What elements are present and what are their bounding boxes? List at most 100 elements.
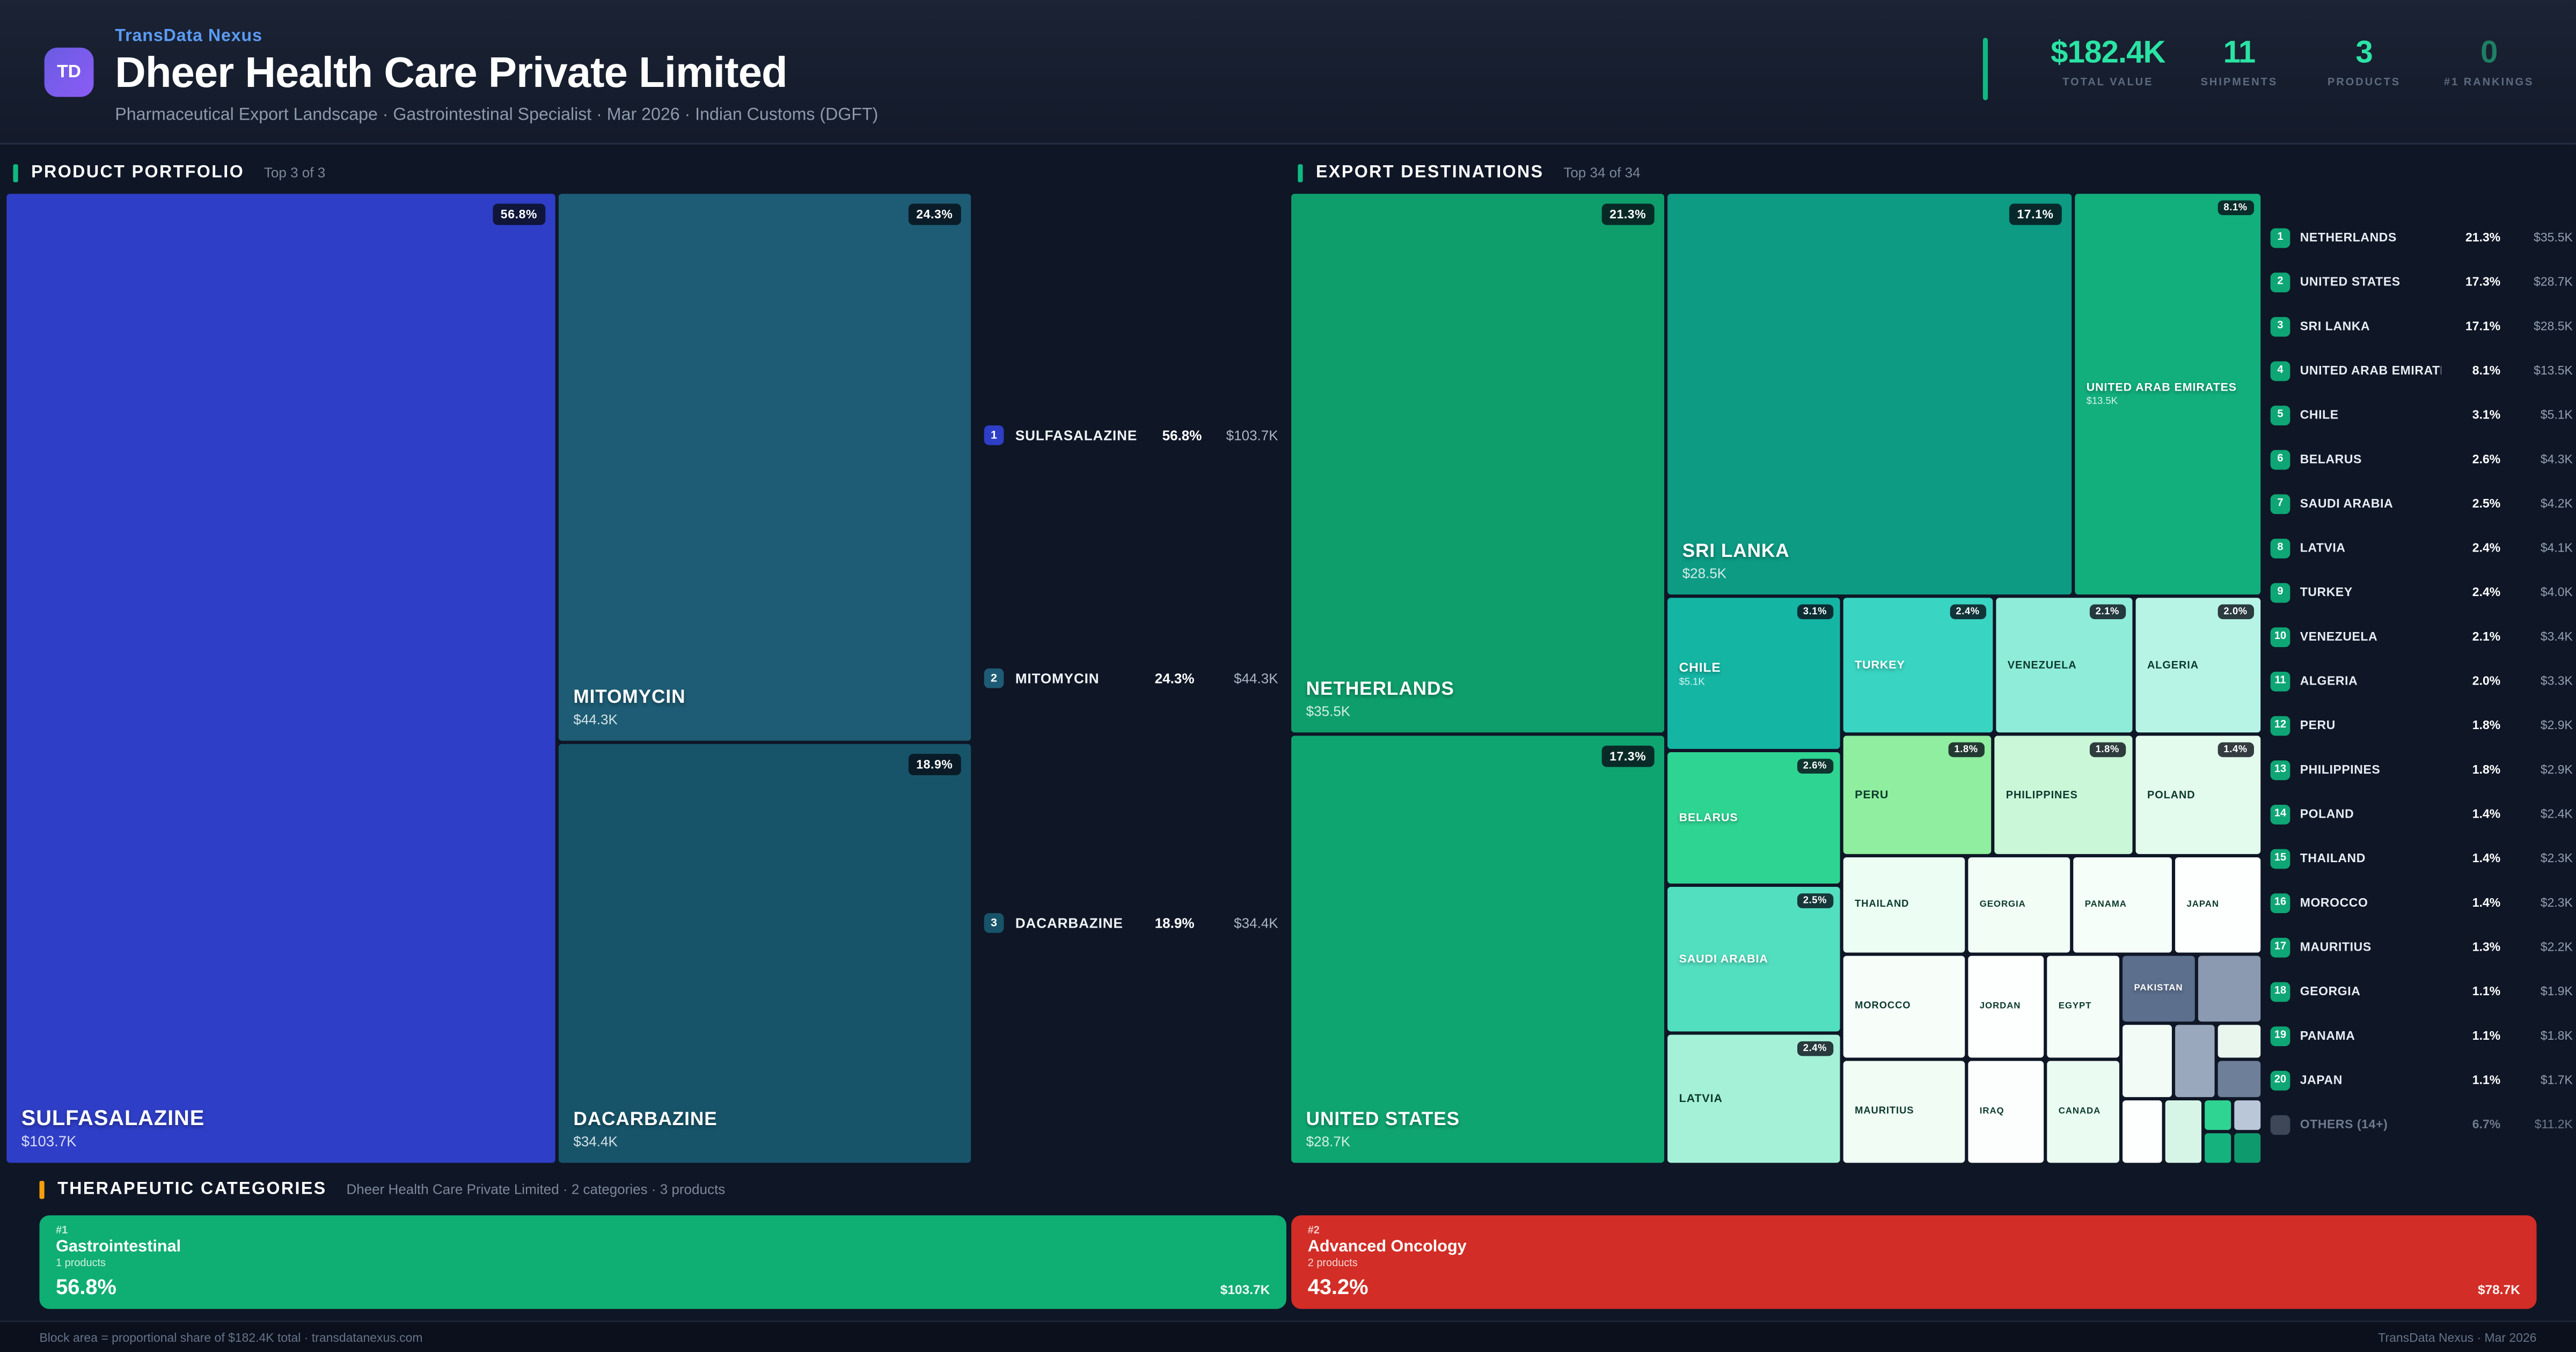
percent-badge: 2.4%: [1796, 1041, 1834, 1056]
block-label: PHILIPPINES: [2006, 789, 2078, 801]
treemap-block-algeria[interactable]: 2.0% ALGERIA: [2135, 598, 2261, 733]
legend-value: $35.5K: [2534, 230, 2573, 245]
category-card-advanced-oncology[interactable]: #2 Advanced Oncology 2 products 43.2% $7…: [1291, 1215, 2537, 1309]
legend-percent: 6.7%: [2472, 1116, 2501, 1132]
destination-legend-row[interactable]: 16 MOROCCO 1.4% $2.3K: [2270, 880, 2573, 925]
page-subtitle: Pharmaceutical Export Landscape · Gastro…: [115, 105, 879, 125]
legend-value: $1.7K: [2540, 1072, 2573, 1088]
destination-legend-row-others[interactable]: OTHERS (14+) 6.7% $11.2K: [2270, 1102, 2573, 1147]
stat-total-value: $182.4K TOTAL VALUE: [2051, 36, 2165, 89]
legend-percent: 2.0%: [2472, 673, 2501, 688]
block-label: IRAQ: [1979, 1107, 2004, 1117]
rank-badge: 7: [2270, 493, 2290, 513]
category-name: Gastrointestinal: [56, 1238, 181, 1257]
legend-percent: 17.3%: [2465, 274, 2501, 289]
legend-name: SAUDI ARABIA: [2300, 496, 2394, 511]
portfolio-legend-row[interactable]: 3 DACARBAZINE 18.9% $34.4K: [984, 912, 1278, 935]
treemap-block-other[interactable]: [2218, 1061, 2261, 1097]
legend-percent: 1.1%: [2472, 983, 2501, 999]
treemap-block-jordan[interactable]: JORDAN: [1968, 956, 2044, 1058]
legend-name: PERU: [2300, 717, 2336, 733]
treemap-block-peru[interactable]: 1.8% PERU: [1843, 736, 1992, 854]
treemap-block-poland[interactable]: 1.4% POLAND: [2135, 736, 2261, 854]
destinations-treemap: 21.3% NETHERLANDS $35.5K 17.3% UNITED ST…: [1291, 194, 2261, 1163]
treemap-block-egypt[interactable]: EGYPT: [2047, 956, 2119, 1058]
destination-legend-row[interactable]: 8 LATVIA 2.4% $4.1K: [2270, 526, 2573, 570]
legend-name: CHILE: [2300, 407, 2339, 422]
block-label: GEORGIA: [1979, 900, 2026, 910]
category-percent: 56.8%: [56, 1274, 116, 1299]
treemap-block-canada[interactable]: CANADA: [2047, 1061, 2119, 1163]
destination-legend-row[interactable]: 12 PERU 1.8% $2.9K: [2270, 703, 2573, 747]
legend-percent: 1.1%: [2472, 1072, 2501, 1088]
legend-percent: 2.5%: [2472, 496, 2501, 511]
treemap-block-other[interactable]: [2165, 1100, 2202, 1163]
block-label: SRI LANKA $28.5K: [1682, 542, 1790, 582]
treemap-block-other[interactable]: [2218, 1025, 2261, 1058]
legend-value: $34.4K: [1234, 915, 1278, 931]
treemap-block-panama[interactable]: PANAMA: [2073, 857, 2172, 953]
rank-badge: 18: [2270, 981, 2290, 1001]
destination-legend-row[interactable]: 13 PHILIPPINES 1.8% $2.9K: [2270, 747, 2573, 792]
treemap-block-turkey[interactable]: 2.4% TURKEY: [1843, 598, 1993, 733]
treemap-block-pakistan[interactable]: PAKISTAN: [2123, 956, 2195, 1022]
destination-legend-row[interactable]: 15 THAILAND 1.4% $2.3K: [2270, 836, 2573, 880]
treemap-block-latvia[interactable]: 2.4% LATVIA: [1667, 1034, 1840, 1163]
destination-legend-row[interactable]: 20 JAPAN 1.1% $1.7K: [2270, 1057, 2573, 1102]
treemap-block-chile[interactable]: 3.1% CHILE $5.1K: [1667, 598, 1840, 749]
treemap-block-other[interactable]: [2205, 1100, 2231, 1130]
treemap-block-iraq[interactable]: IRAQ: [1968, 1061, 2044, 1163]
treemap-block-thailand[interactable]: THAILAND: [1843, 857, 1965, 953]
treemap-block-belarus[interactable]: 2.6% BELARUS: [1667, 752, 1840, 884]
block-label: PERU: [1855, 789, 1889, 801]
treemap-block-other[interactable]: [2205, 1133, 2231, 1163]
treemap-block-georgia[interactable]: GEORGIA: [1968, 857, 2070, 953]
percent-badge: 56.8%: [492, 203, 546, 225]
destination-legend-row[interactable]: 17 MAURITIUS 1.3% $2.2K: [2270, 924, 2573, 969]
portfolio-legend-row[interactable]: 1 SULFASALAZINE 56.8% $103.7K: [984, 424, 1278, 447]
treemap-block-united-arab-emirates[interactable]: 8.1% UNITED ARAB EMIRATES $13.5K: [2075, 194, 2261, 595]
treemap-block-philippines[interactable]: 1.8% PHILIPPINES: [1994, 736, 2133, 854]
block-label: UNITED STATES $28.7K: [1306, 1110, 1460, 1150]
treemap-block-other[interactable]: [2234, 1133, 2261, 1163]
destination-legend-row[interactable]: 3 SRI LANKA 17.1% $28.5K: [2270, 304, 2573, 348]
block-label: THAILAND: [1855, 900, 1909, 910]
destination-legend-row[interactable]: 11 ALGERIA 2.0% $3.3K: [2270, 659, 2573, 703]
treemap-block-other[interactable]: [2123, 1025, 2172, 1097]
treemap-block-mitomycin[interactable]: 24.3% MITOMYCIN $44.3K: [558, 194, 971, 741]
legend-name: MOROCCO: [2300, 895, 2368, 910]
destination-legend-row[interactable]: 1 NETHERLANDS 21.3% $35.5K: [2270, 215, 2573, 260]
legend-name: GEORGIA: [2300, 983, 2361, 999]
portfolio-legend-row[interactable]: 2 MITOMYCIN 24.3% $44.3K: [984, 667, 1278, 690]
treemap-block-mauritius[interactable]: MAURITIUS: [1843, 1061, 1965, 1163]
destination-legend-row[interactable]: 7 SAUDI ARABIA 2.5% $4.2K: [2270, 481, 2573, 526]
treemap-block-sulfasalazine[interactable]: 56.8% SULFASALAZINE $103.7K: [6, 194, 555, 1163]
treemap-block-saudi-arabia[interactable]: 2.5% SAUDI ARABIA: [1667, 887, 1840, 1032]
treemap-block-venezuela[interactable]: 2.1% VENEZUELA: [1996, 598, 2133, 733]
destination-legend-row[interactable]: 6 BELARUS 2.6% $4.3K: [2270, 437, 2573, 481]
legend-value: $28.7K: [2534, 274, 2573, 289]
category-card-gastrointestinal[interactable]: #1 Gastrointestinal 1 products 56.8% $10…: [39, 1215, 1286, 1309]
treemap-block-other[interactable]: [2175, 1025, 2215, 1097]
destination-legend-row[interactable]: 9 TURKEY 2.4% $4.0K: [2270, 570, 2573, 614]
rank-badge: 3: [2270, 316, 2290, 336]
block-label: LATVIA: [1679, 1093, 1723, 1105]
treemap-block-dacarbazine[interactable]: 18.9% DACARBAZINE $34.4K: [558, 744, 971, 1163]
treemap-block-netherlands[interactable]: 21.3% NETHERLANDS $35.5K: [1291, 194, 1665, 733]
block-label: MAURITIUS: [1855, 1107, 1914, 1117]
destination-legend-row[interactable]: 4 UNITED ARAB EMIRATES 8.1% $13.5K: [2270, 348, 2573, 393]
treemap-block-other[interactable]: [2234, 1100, 2261, 1130]
destination-legend-row[interactable]: 2 UNITED STATES 17.3% $28.7K: [2270, 260, 2573, 304]
treemap-block-other[interactable]: [2198, 956, 2261, 1022]
treemap-block-sri-lanka[interactable]: 17.1% SRI LANKA $28.5K: [1667, 194, 2072, 595]
destination-legend-row[interactable]: 10 VENEZUELA 2.1% $3.4K: [2270, 614, 2573, 659]
destination-legend-row[interactable]: 14 POLAND 1.4% $2.4K: [2270, 792, 2573, 836]
legend-percent: 56.8%: [1162, 427, 1202, 444]
destination-legend-row[interactable]: 5 CHILE 3.1% $5.1K: [2270, 393, 2573, 437]
destination-legend-row[interactable]: 19 PANAMA 1.1% $1.8K: [2270, 1013, 2573, 1058]
destination-legend-row[interactable]: 18 GEORGIA 1.1% $1.9K: [2270, 969, 2573, 1013]
treemap-block-morocco[interactable]: MOROCCO: [1843, 956, 1965, 1058]
treemap-block-other[interactable]: [2123, 1100, 2162, 1163]
treemap-block-japan[interactable]: JAPAN: [2175, 857, 2261, 953]
treemap-block-united-states[interactable]: 17.3% UNITED STATES $28.7K: [1291, 736, 1665, 1163]
